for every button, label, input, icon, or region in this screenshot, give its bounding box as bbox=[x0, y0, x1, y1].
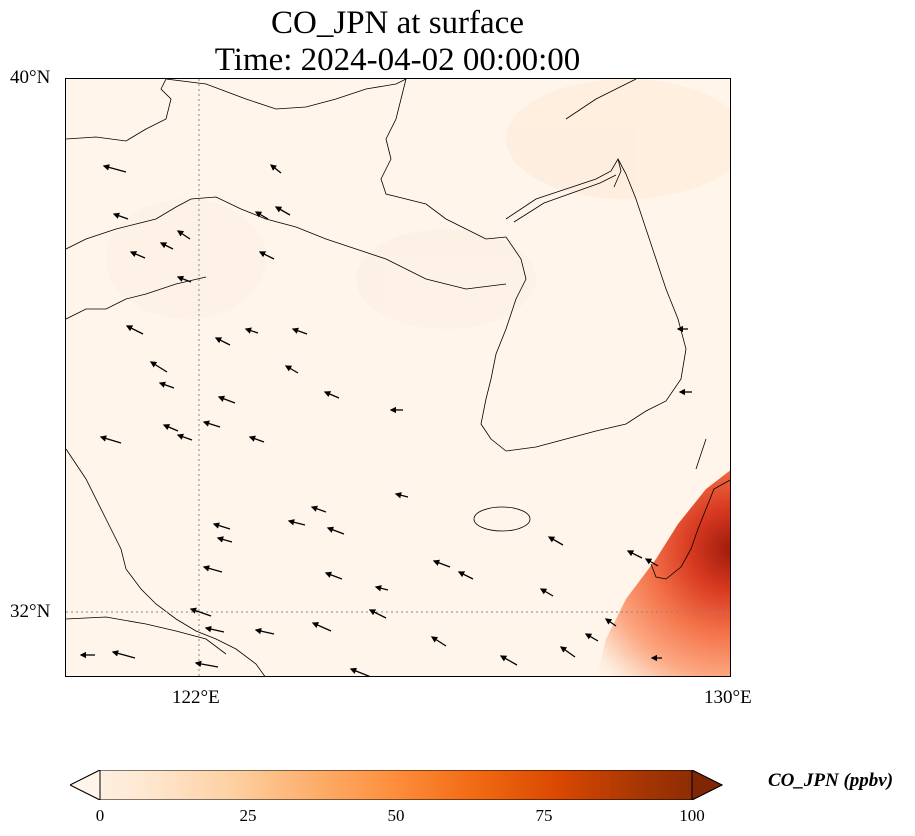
wind-vector bbox=[274, 206, 291, 216]
wind-vector bbox=[291, 327, 308, 335]
wind-vector bbox=[430, 636, 447, 647]
coastline-bohai-west bbox=[66, 79, 172, 142]
map-title-line2: Time: 2024-04-02 00:00:00 bbox=[214, 42, 581, 78]
wind-vector bbox=[559, 646, 576, 658]
wind-vector bbox=[258, 251, 275, 260]
colorbar-label: CO_JPN (ppbv) bbox=[768, 770, 894, 791]
coastline-jiangsu bbox=[66, 276, 207, 320]
border-korea-china bbox=[505, 157, 622, 220]
wind-vector bbox=[499, 655, 518, 666]
coastline-liaodong bbox=[380, 79, 507, 240]
wind-vector bbox=[202, 420, 221, 428]
wind-vector bbox=[584, 633, 599, 642]
coastline-shandong bbox=[66, 196, 507, 290]
colorbar-max-extension bbox=[691, 770, 724, 800]
border-korea-china-2 bbox=[513, 174, 617, 223]
wind-vector bbox=[112, 212, 129, 220]
coastlines bbox=[66, 79, 730, 676]
wind-vector bbox=[311, 622, 332, 632]
wind-vector bbox=[349, 667, 371, 676]
wind-vector bbox=[202, 565, 223, 573]
wind-vector bbox=[324, 571, 343, 580]
wind-vector bbox=[212, 522, 231, 530]
wind-vector bbox=[326, 526, 345, 535]
coastline-yangtze bbox=[66, 616, 227, 655]
wind-vector bbox=[644, 558, 659, 567]
wind-vector bbox=[323, 391, 340, 399]
wind-vector bbox=[394, 492, 409, 499]
colorbar-tick-75: 75 bbox=[535, 806, 553, 825]
map-canvas bbox=[66, 79, 730, 676]
wind-vector bbox=[217, 395, 236, 404]
wind-vector bbox=[284, 365, 299, 374]
wind-vector bbox=[99, 435, 122, 444]
colorbar-tick-50: 50 bbox=[387, 806, 405, 825]
wind-vector bbox=[287, 519, 306, 526]
coastline-ne-korea bbox=[565, 79, 637, 120]
map-panel bbox=[65, 78, 731, 677]
co-plume bbox=[596, 470, 730, 676]
lon-tick-130e: 130°E bbox=[704, 687, 752, 708]
wind-vector bbox=[189, 607, 212, 617]
wind-vector bbox=[539, 588, 554, 597]
wind-vector bbox=[457, 571, 474, 580]
wind-vector bbox=[374, 585, 389, 592]
wind-vector bbox=[269, 164, 282, 174]
colorbar-tick-100: 100 bbox=[679, 806, 705, 825]
wind-vector bbox=[102, 164, 127, 173]
wind-vector bbox=[547, 536, 564, 546]
wind-vector bbox=[149, 361, 168, 373]
wind-vector bbox=[214, 337, 231, 346]
wind-vector bbox=[158, 381, 175, 389]
wind-vector bbox=[125, 325, 144, 335]
coastline-kyushu bbox=[650, 479, 730, 580]
wind-vectors bbox=[79, 164, 692, 676]
coastline-east-china bbox=[66, 448, 266, 676]
wind-vector bbox=[216, 536, 233, 543]
map-title-line1: CO_JPN at surface bbox=[271, 5, 524, 41]
colorbar bbox=[70, 770, 724, 800]
wind-vector bbox=[176, 230, 191, 240]
wind-vector bbox=[604, 618, 617, 627]
wind-vector bbox=[254, 627, 275, 635]
jeju-island bbox=[473, 506, 531, 532]
wind-vector bbox=[310, 505, 327, 513]
wind-vector bbox=[244, 327, 259, 334]
lon-tick-122e: 122°E bbox=[172, 687, 220, 708]
wind-vector bbox=[129, 251, 146, 259]
lat-tick-32n: 32°N bbox=[10, 601, 51, 622]
wind-vector bbox=[176, 275, 192, 283]
colorbar-scale bbox=[70, 770, 724, 800]
coastline-bohai-north bbox=[165, 79, 407, 110]
wind-vector bbox=[162, 424, 179, 432]
wind-vector bbox=[194, 660, 219, 668]
wind-vector bbox=[248, 435, 265, 443]
wind-vector bbox=[254, 211, 269, 220]
wind-vector bbox=[204, 625, 225, 633]
colorbar-min-extension bbox=[70, 770, 101, 800]
wind-vector bbox=[368, 609, 387, 619]
wind-vector bbox=[111, 650, 136, 659]
coastline-korea bbox=[480, 158, 687, 452]
tsushima-island bbox=[695, 438, 707, 470]
wind-vector bbox=[176, 433, 193, 441]
wind-vector bbox=[159, 242, 174, 250]
lat-tick-40n: 40°N bbox=[10, 67, 51, 88]
wind-vector bbox=[432, 559, 451, 568]
wind-vector bbox=[626, 550, 643, 559]
field-texture bbox=[106, 79, 730, 329]
colorbar-tick-25: 25 bbox=[239, 806, 257, 825]
colorbar-tick-0: 0 bbox=[95, 806, 105, 825]
